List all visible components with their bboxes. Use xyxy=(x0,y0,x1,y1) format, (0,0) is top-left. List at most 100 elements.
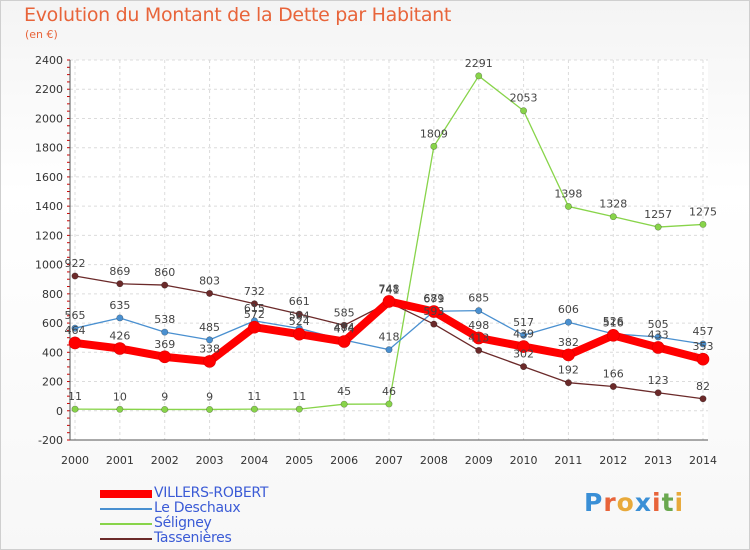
legend-label: Tassenières xyxy=(154,530,232,546)
data-point xyxy=(699,395,707,403)
data-label: 46 xyxy=(382,385,396,398)
data-label: 166 xyxy=(603,368,624,381)
legend-label: VILLERS-ROBERT xyxy=(154,485,269,501)
data-label: 485 xyxy=(199,321,220,334)
x-tick-label: 2005 xyxy=(285,454,313,467)
data-point xyxy=(564,379,572,387)
data-label: 1328 xyxy=(599,198,627,211)
y-tick-label: 400 xyxy=(42,346,63,359)
data-point xyxy=(427,305,441,318)
data-label: 413 xyxy=(468,331,489,344)
data-label: 45 xyxy=(337,385,351,398)
legend-swatch xyxy=(100,490,152,498)
data-label: 748 xyxy=(379,282,400,295)
data-label: 123 xyxy=(648,374,669,387)
data-point xyxy=(475,307,483,315)
legend-swatch xyxy=(100,538,152,540)
data-label: 369 xyxy=(154,338,175,351)
data-point xyxy=(206,289,214,297)
x-tick-label: 2004 xyxy=(240,454,268,467)
data-label: 732 xyxy=(244,285,265,298)
data-point xyxy=(71,405,79,413)
legend-label: Le Deschaux xyxy=(154,500,241,516)
data-label: 1809 xyxy=(420,127,448,140)
data-label: 681 xyxy=(423,292,444,305)
y-tick-label: 1000 xyxy=(35,259,63,272)
data-label: 9 xyxy=(206,390,213,403)
data-point xyxy=(564,202,572,210)
data-label: 860 xyxy=(154,266,175,279)
x-tick-label: 2008 xyxy=(420,454,448,467)
data-label: 10 xyxy=(113,390,127,403)
data-label: 338 xyxy=(199,342,220,355)
data-label: 538 xyxy=(154,313,175,326)
x-tick-label: 2009 xyxy=(465,454,493,467)
legend-swatch xyxy=(100,508,152,510)
data-point xyxy=(382,295,396,308)
data-point xyxy=(116,405,124,413)
data-label: 9 xyxy=(161,390,168,403)
unit-label: (en €) xyxy=(25,28,58,41)
data-label: 526 xyxy=(603,315,624,328)
data-label: 382 xyxy=(558,336,579,349)
data-label: 679 xyxy=(423,293,444,306)
data-point xyxy=(206,336,214,344)
data-point xyxy=(472,331,486,345)
data-label: 474 xyxy=(334,322,355,335)
data-point xyxy=(203,355,216,368)
data-label: 572 xyxy=(244,308,265,321)
data-point xyxy=(385,400,393,408)
data-label: 517 xyxy=(513,316,534,329)
data-point xyxy=(248,320,261,334)
y-tick-label: 600 xyxy=(42,317,63,330)
data-label: 192 xyxy=(558,364,579,377)
data-point xyxy=(68,336,82,350)
data-point xyxy=(206,405,214,413)
data-point xyxy=(113,342,127,355)
data-label: 457 xyxy=(693,325,714,338)
data-point xyxy=(161,328,169,336)
x-tick-label: 2002 xyxy=(151,454,179,467)
data-label: 516 xyxy=(603,316,624,329)
data-point xyxy=(475,72,483,80)
x-tick-label: 2011 xyxy=(554,454,582,467)
data-point xyxy=(430,142,438,150)
x-tick-label: 2007 xyxy=(375,454,403,467)
x-tick-label: 2014 xyxy=(689,454,717,467)
logo-letter: r xyxy=(603,488,617,517)
data-label: 524 xyxy=(289,315,310,328)
legend-label: Séligney xyxy=(154,515,212,531)
data-point xyxy=(116,314,124,322)
data-point xyxy=(385,346,393,354)
x-tick-label: 2006 xyxy=(330,454,358,467)
data-label: 2053 xyxy=(510,92,538,105)
x-tick-label: 2010 xyxy=(510,454,538,467)
data-label: 1275 xyxy=(689,205,717,218)
data-point xyxy=(562,348,575,362)
data-point xyxy=(609,213,617,221)
data-point xyxy=(71,324,79,332)
data-label: 439 xyxy=(513,328,534,341)
data-point xyxy=(606,329,620,342)
y-tick-label: 1200 xyxy=(35,229,63,242)
data-point xyxy=(520,107,528,115)
data-point xyxy=(696,352,710,366)
data-label: 565 xyxy=(65,309,86,322)
data-label: 2291 xyxy=(465,57,493,70)
data-point xyxy=(654,389,662,397)
data-label: 11 xyxy=(247,390,261,403)
y-tick-label: -200 xyxy=(38,434,63,447)
data-label: 741 xyxy=(379,283,400,296)
data-label: 302 xyxy=(513,348,534,361)
y-tick-label: 2000 xyxy=(35,112,63,125)
data-label: 498 xyxy=(468,319,489,332)
data-point xyxy=(564,318,572,326)
x-tick-label: 2013 xyxy=(644,454,672,467)
data-point xyxy=(71,272,79,280)
logo-letter: i xyxy=(652,488,662,517)
data-label: 82 xyxy=(696,380,710,393)
y-tick-label: 2400 xyxy=(35,54,63,67)
legend-swatch xyxy=(100,523,152,525)
data-label: 484 xyxy=(334,321,355,334)
y-tick-label: 1400 xyxy=(35,200,63,213)
